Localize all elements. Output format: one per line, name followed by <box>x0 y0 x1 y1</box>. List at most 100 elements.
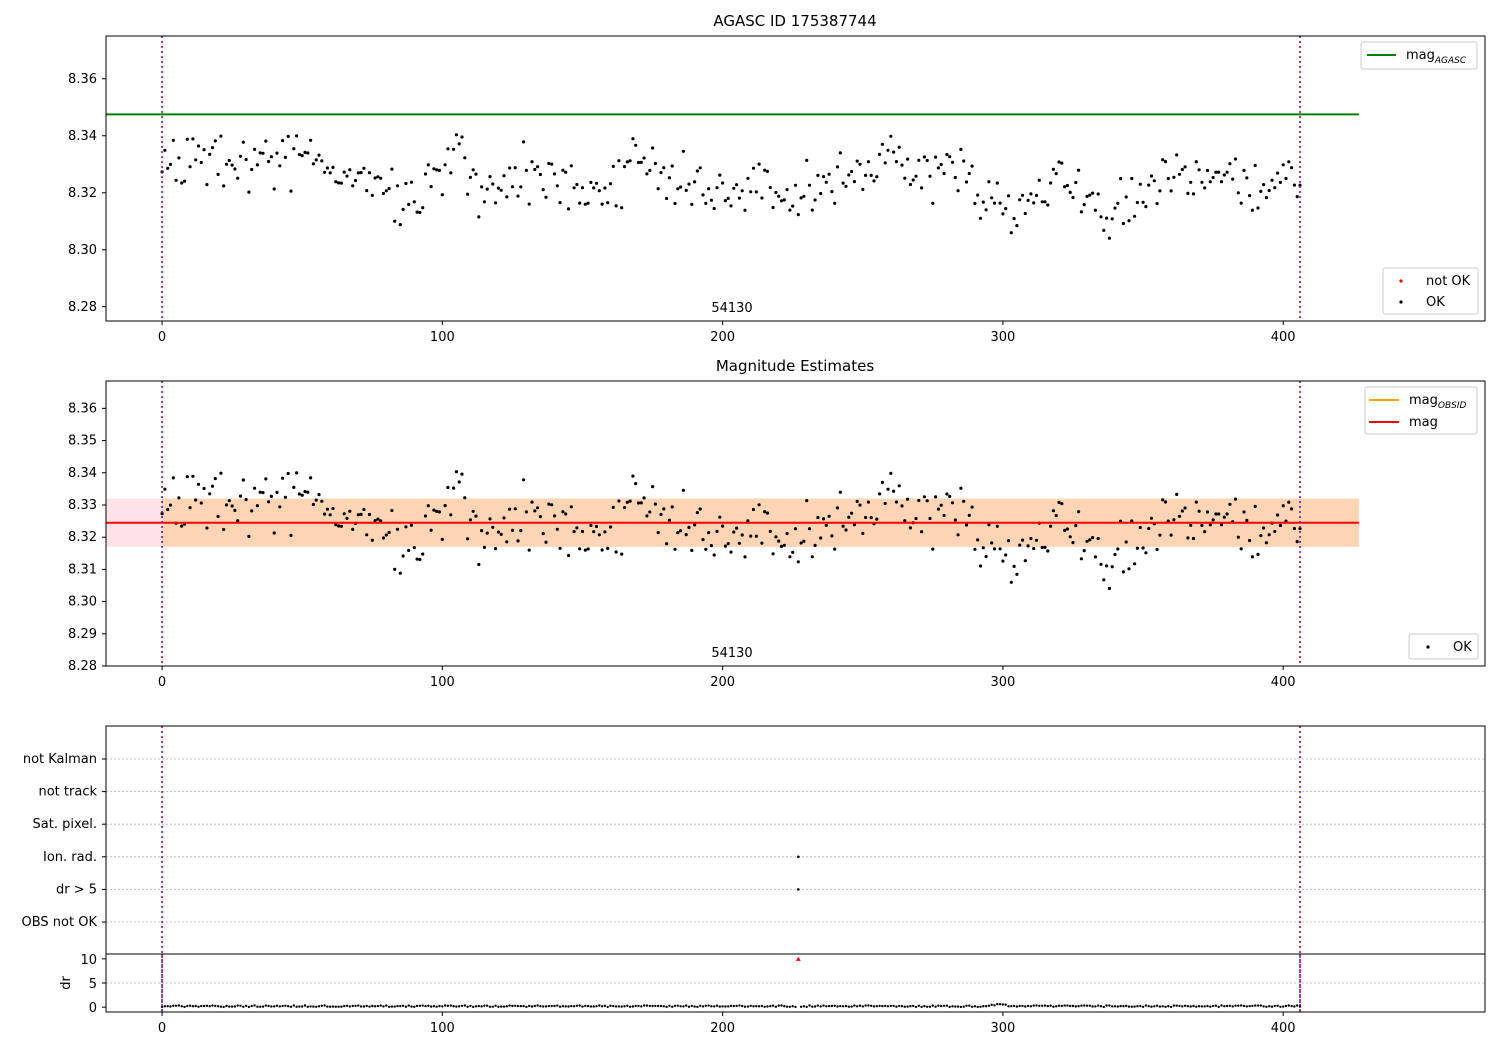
dr-point <box>1055 1005 1058 1008</box>
dr-point <box>987 1004 991 1007</box>
data-point <box>188 165 192 169</box>
dr-point <box>267 1004 270 1008</box>
dr-point <box>1287 1004 1291 1007</box>
dr-point <box>763 1005 766 1008</box>
data-point <box>684 188 688 192</box>
data-point <box>480 185 484 189</box>
data-point <box>757 162 761 166</box>
data-point <box>269 494 273 498</box>
data-point <box>788 208 792 212</box>
data-point <box>1256 552 1260 557</box>
dr-point <box>788 1005 792 1008</box>
dr-point <box>945 1004 949 1007</box>
data-point <box>990 196 994 200</box>
dr-point <box>407 1004 410 1007</box>
dr-point <box>1077 1005 1080 1008</box>
data-point <box>648 168 652 172</box>
data-point <box>552 514 557 518</box>
dr-point <box>884 1004 887 1008</box>
data-point <box>359 512 363 517</box>
data-point <box>367 171 372 175</box>
data-point <box>908 182 913 187</box>
dr-point <box>443 1004 447 1007</box>
data-point <box>807 183 812 187</box>
data-point <box>1043 200 1047 204</box>
data-point <box>707 531 711 535</box>
dr-point <box>177 1004 181 1007</box>
data-point <box>606 201 610 205</box>
data-point <box>1093 208 1097 212</box>
dr-point <box>631 1005 635 1008</box>
data-point <box>166 507 170 512</box>
dr-point <box>553 1004 556 1008</box>
y-tick-label: 10 <box>80 953 97 968</box>
dr-point <box>1240 1004 1243 1007</box>
dr-point <box>906 1005 909 1008</box>
data-point <box>238 154 243 158</box>
data-point <box>992 201 997 205</box>
data-point <box>821 517 826 521</box>
data-point <box>555 184 559 188</box>
data-point <box>283 155 287 159</box>
dr-point <box>785 1005 789 1008</box>
data-point <box>1278 180 1282 184</box>
data-point <box>541 188 545 192</box>
dr-point <box>449 1004 452 1007</box>
dr-point <box>713 1005 716 1008</box>
axes-frame <box>105 725 1486 955</box>
data-point <box>1239 201 1243 205</box>
dr-point <box>452 1005 455 1008</box>
dr-point <box>715 1004 719 1007</box>
dr-point <box>1147 1005 1150 1008</box>
data-point <box>443 504 447 508</box>
data-point <box>334 180 338 184</box>
data-point <box>168 503 173 507</box>
data-point <box>765 511 770 515</box>
data-point <box>1287 500 1291 504</box>
data-point <box>1259 534 1263 538</box>
dr-point <box>993 1004 996 1007</box>
data-point <box>247 190 251 194</box>
data-point <box>255 163 259 167</box>
data-point <box>880 480 885 484</box>
data-point <box>208 492 212 496</box>
data-point <box>163 487 167 491</box>
dr-point <box>1251 1004 1254 1008</box>
data-point <box>199 160 203 165</box>
data-point <box>1191 192 1196 196</box>
dr-point <box>1178 1004 1181 1008</box>
data-point <box>821 175 826 179</box>
data-point <box>1225 170 1229 174</box>
data-point <box>715 186 719 190</box>
data-point <box>1292 183 1296 187</box>
data-point <box>805 499 809 503</box>
data-point <box>426 504 430 508</box>
data-point <box>928 516 932 521</box>
data-point <box>740 189 744 193</box>
x-tick-label: 0 <box>158 675 166 690</box>
data-point <box>1295 195 1299 199</box>
data-point <box>213 139 217 143</box>
data-point <box>693 180 697 184</box>
y-tick-label: 8.36 <box>68 401 97 416</box>
data-point <box>387 186 391 191</box>
x-tick-label: 100 <box>430 330 455 345</box>
data-point <box>1079 210 1083 214</box>
dr-point <box>839 1004 842 1008</box>
data-point <box>651 485 655 489</box>
legend-marker-ok <box>1426 645 1430 649</box>
dr-point <box>1155 1004 1159 1007</box>
data-point <box>620 206 624 210</box>
dr-point <box>701 1005 705 1008</box>
x-tick-label: 100 <box>430 675 455 690</box>
data-point <box>1214 512 1218 516</box>
dr-point <box>895 1005 898 1008</box>
data-point <box>1228 162 1232 166</box>
data-point <box>440 193 444 197</box>
data-point <box>552 172 557 176</box>
dr-point <box>718 1005 721 1008</box>
dr-point <box>289 1005 293 1008</box>
dr-point <box>595 1005 598 1008</box>
data-point <box>205 183 209 187</box>
data-point <box>622 165 627 169</box>
